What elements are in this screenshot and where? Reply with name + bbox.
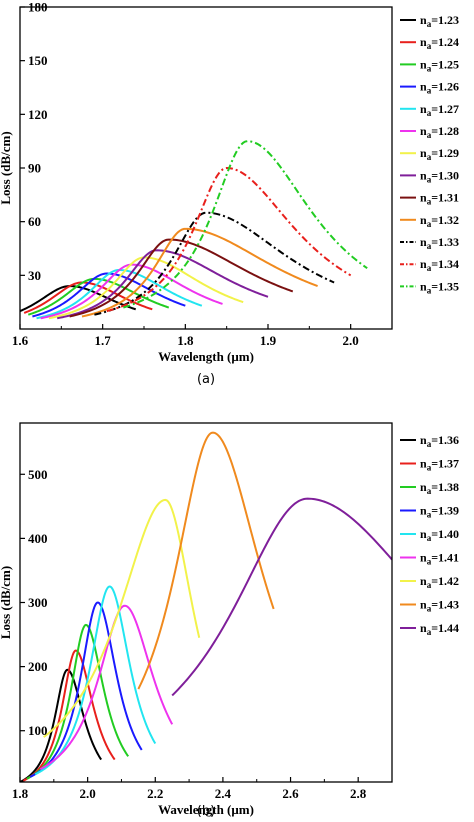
- series-line-1-35: [123, 140, 368, 309]
- legend-label-1-29: na=1.29: [420, 146, 459, 162]
- series-line-1-38: [26, 623, 130, 780]
- y-tick-label: 120: [28, 107, 48, 122]
- legend-label-1-43: na=1.43: [420, 598, 459, 614]
- legend-label-1-36: na=1.36: [420, 433, 459, 449]
- legend-label-1-35: na=1.35: [420, 279, 459, 295]
- y-tick-label: 300: [28, 595, 48, 610]
- legend-label-1-31: na=1.31: [420, 191, 459, 207]
- legend-label-1-41: na=1.41: [420, 551, 459, 567]
- x-tick-label: 1.8: [177, 333, 194, 348]
- x-axis-title: Wavelength (μm): [158, 349, 254, 364]
- x-tick-label: 1.9: [260, 333, 277, 348]
- x-tick-label: 2.8: [350, 786, 367, 801]
- series-group: [20, 140, 368, 320]
- y-tick-label: 100: [28, 723, 48, 738]
- series-line-1-36: [20, 668, 102, 782]
- legend-label-1-30: na=1.30: [420, 168, 459, 184]
- legend-label-1-40: na=1.40: [420, 527, 459, 543]
- y-tick-label: 30: [28, 268, 41, 283]
- series-line-1-37: [22, 649, 116, 782]
- y-tick-label: 500: [28, 467, 48, 482]
- y-tick-label: 90: [28, 161, 41, 176]
- series-line-1-34: [106, 166, 352, 313]
- y-tick-label: 150: [28, 53, 48, 68]
- legend-label-1-24: na=1.24: [420, 35, 459, 51]
- series-line-1-31: [69, 238, 294, 318]
- series-line-1-29: [48, 256, 244, 320]
- x-tick-label: 2.0: [80, 786, 96, 801]
- series-line-1-44: [171, 497, 392, 697]
- y-tick-label: 200: [28, 659, 48, 674]
- y-tick-label: 60: [28, 214, 41, 229]
- panel-a: 1.6 1.7 1.8 1.9 2.0 30 60 90 120 150 180 Wavelength…: [0, 0, 459, 387]
- series-group: [20, 431, 392, 782]
- legend-label-1-44: na=1.44: [420, 621, 459, 637]
- panel-caption: (a): [197, 372, 215, 387]
- legend-label-1-37: na=1.37: [420, 457, 459, 473]
- legend-label-1-39: na=1.39: [420, 504, 459, 520]
- legend-label-1-27: na=1.27: [420, 102, 459, 118]
- series-line-1-32: [81, 227, 318, 318]
- y-axis-title: Loss (dB/cm): [0, 566, 13, 639]
- legend-label-1-33: na=1.33: [420, 235, 459, 251]
- series-line-1-30: [57, 249, 269, 320]
- legend-label-1-23: na=1.23: [420, 13, 459, 29]
- x-tick-label: 1.7: [95, 333, 112, 348]
- x-tick-label: 2.6: [282, 786, 299, 801]
- series-line-1-41: [39, 604, 174, 771]
- legend-label-1-42: na=1.42: [420, 574, 459, 590]
- series-line-1-43: [137, 431, 275, 690]
- legend-label-1-38: na=1.38: [420, 480, 459, 496]
- x-tick-label: 1.6: [12, 333, 29, 348]
- legend-label-1-28: na=1.28: [420, 124, 459, 140]
- series-line-1-33: [94, 211, 335, 316]
- panel-b: 1.8 2.0 2.2 2.4 2.6 2.8 100 200 300 400 500 Wavelen…: [0, 422, 459, 819]
- legend-label-1-25: na=1.25: [420, 57, 459, 73]
- series-line-1-40: [34, 585, 157, 776]
- series-line-1-25: [27, 277, 170, 316]
- series-line-1-42: [43, 498, 201, 738]
- legend-label-1-32: na=1.32: [420, 213, 459, 229]
- plot-frame: [19, 6, 393, 330]
- x-tick-label: 2.0: [343, 333, 359, 348]
- y-axis-title: Loss (dB/cm): [0, 131, 13, 204]
- plot-frame: [19, 422, 393, 783]
- legend-label-1-34: na=1.34: [420, 257, 459, 273]
- panel-caption: (b): [197, 804, 215, 819]
- x-tick-label: 1.8: [12, 786, 29, 801]
- legend-label-1-26: na=1.26: [420, 80, 459, 96]
- x-tick-label: 2.4: [215, 786, 232, 801]
- y-tick-label: 180: [28, 0, 48, 15]
- x-tick-label: 2.2: [147, 786, 163, 801]
- x-axis-title: Wavelength (μm): [158, 802, 254, 817]
- y-tick-label: 400: [28, 531, 48, 546]
